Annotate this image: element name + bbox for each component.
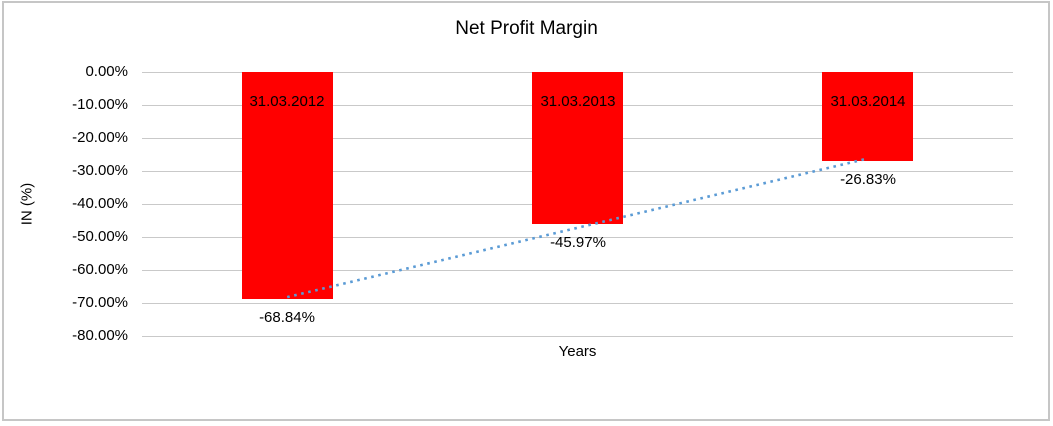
y-tick-label: -20.00% — [72, 129, 128, 146]
category-label: 31.03.2014 — [830, 93, 906, 110]
y-tick-label: -40.00% — [72, 195, 128, 212]
y-tick-label: -30.00% — [72, 162, 128, 179]
y-tick-label: -10.00% — [72, 96, 128, 113]
x-axis-title: Years — [558, 343, 597, 360]
y-tick-label: -70.00% — [72, 294, 128, 311]
y-tick-label: -50.00% — [72, 228, 128, 245]
value-label: -68.84% — [259, 309, 315, 326]
chart-title: Net Profit Margin — [455, 18, 598, 39]
bar-31.03.2014 — [822, 72, 913, 161]
value-label: -26.83% — [840, 171, 896, 188]
gridline — [142, 303, 1013, 304]
y-tick-label: -60.00% — [72, 261, 128, 278]
y-tick-label: -80.00% — [72, 327, 128, 344]
value-label: -45.97% — [550, 234, 606, 251]
category-label: 31.03.2012 — [249, 93, 325, 110]
category-label: 31.03.2013 — [540, 93, 616, 110]
y-tick-label: 0.00% — [85, 63, 128, 80]
gridline — [142, 336, 1013, 337]
